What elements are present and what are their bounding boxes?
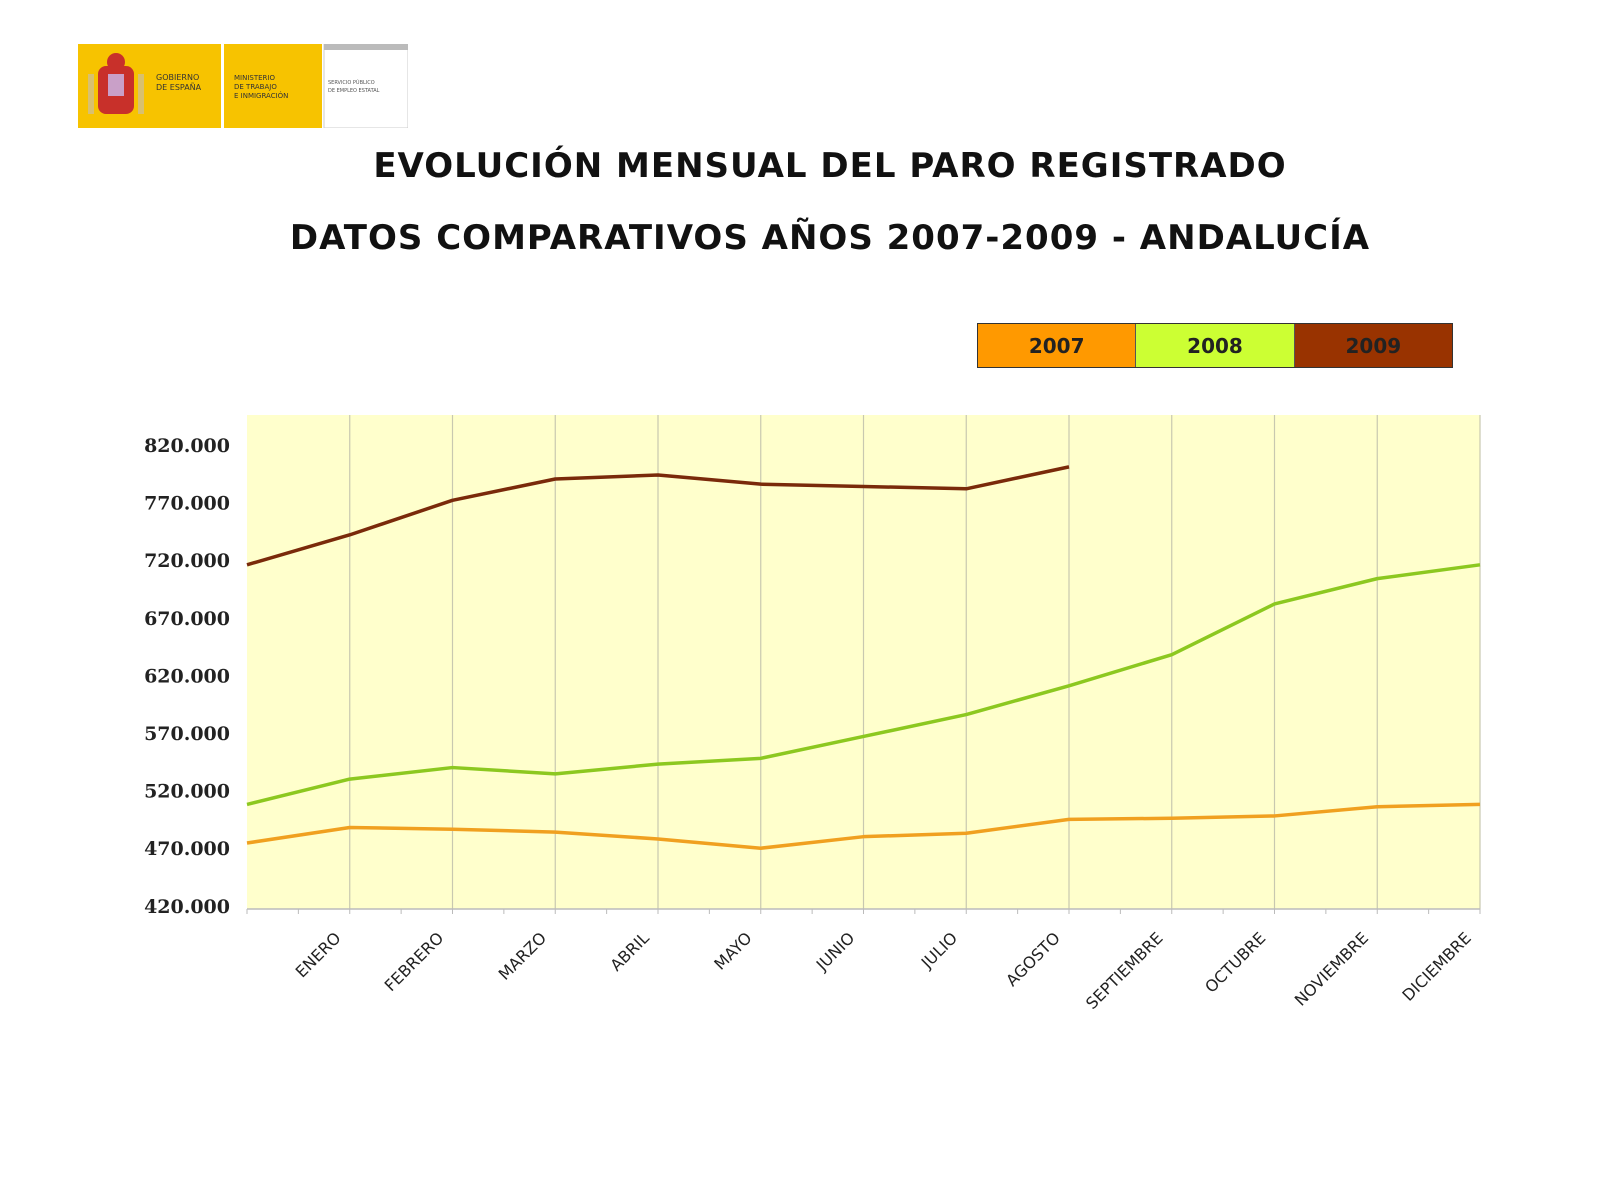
svg-text:E INMIGRACIÓN: E INMIGRACIÓN <box>234 91 288 100</box>
legend-item-2008: 2008 <box>1136 324 1295 367</box>
svg-text:DE EMPLEO ESTATAL: DE EMPLEO ESTATAL <box>328 88 380 94</box>
y-tick-label: 520.000 <box>144 781 230 803</box>
y-tick-label: 820.000 <box>144 435 230 457</box>
spanish-government-logo: GOBIERNO DE ESPAÑA MINISTERIO DE TRABAJO… <box>78 43 409 129</box>
y-tick-label: 720.000 <box>144 550 230 572</box>
x-tick-label: ABRIL <box>606 928 652 974</box>
coat-of-arms-icon <box>88 53 144 114</box>
y-tick-label: 670.000 <box>144 608 230 630</box>
x-tick-label: AGOSTO <box>1002 928 1064 990</box>
x-tick-label: MAYO <box>710 928 755 973</box>
x-tick-label: DICIEMBRE <box>1398 928 1474 1004</box>
y-tick-label: 470.000 <box>144 838 230 860</box>
svg-text:SERVICIO PÚBLICO: SERVICIO PÚBLICO <box>328 79 375 86</box>
y-tick-label: 570.000 <box>144 723 230 745</box>
svg-text:MINISTERIO: MINISTERIO <box>234 74 275 82</box>
x-tick-label: SEPTIEMBRE <box>1082 928 1167 1013</box>
x-tick-label: FEBRERO <box>381 928 448 995</box>
x-tick-label: JULIO <box>917 928 961 972</box>
legend: 2007 2008 2009 <box>977 323 1453 368</box>
svg-text:DE TRABAJO: DE TRABAJO <box>234 83 277 91</box>
y-tick-label: 620.000 <box>144 665 230 687</box>
y-tick-label: 420.000 <box>144 896 230 918</box>
svg-text:DE ESPAÑA: DE ESPAÑA <box>156 82 202 92</box>
chart-title: EVOLUCIÓN MENSUAL DEL PARO REGISTRADO <box>373 146 1287 186</box>
y-tick-label: 770.000 <box>144 493 230 515</box>
svg-text:GOBIERNO: GOBIERNO <box>156 73 199 82</box>
legend-item-2009: 2009 <box>1294 324 1452 367</box>
x-tick-label: NOVIEMBRE <box>1291 928 1372 1009</box>
x-tick-label: MARZO <box>495 928 550 983</box>
x-tick-label: ENERO <box>292 928 345 981</box>
x-tick-label: OCTUBRE <box>1201 928 1269 996</box>
chart-subtitle: DATOS COMPARATIVOS AÑOS 2007-2009 - ANDA… <box>289 218 1371 258</box>
x-tick-label: JUNIO <box>812 928 858 974</box>
legend-item-2007: 2007 <box>978 324 1137 367</box>
